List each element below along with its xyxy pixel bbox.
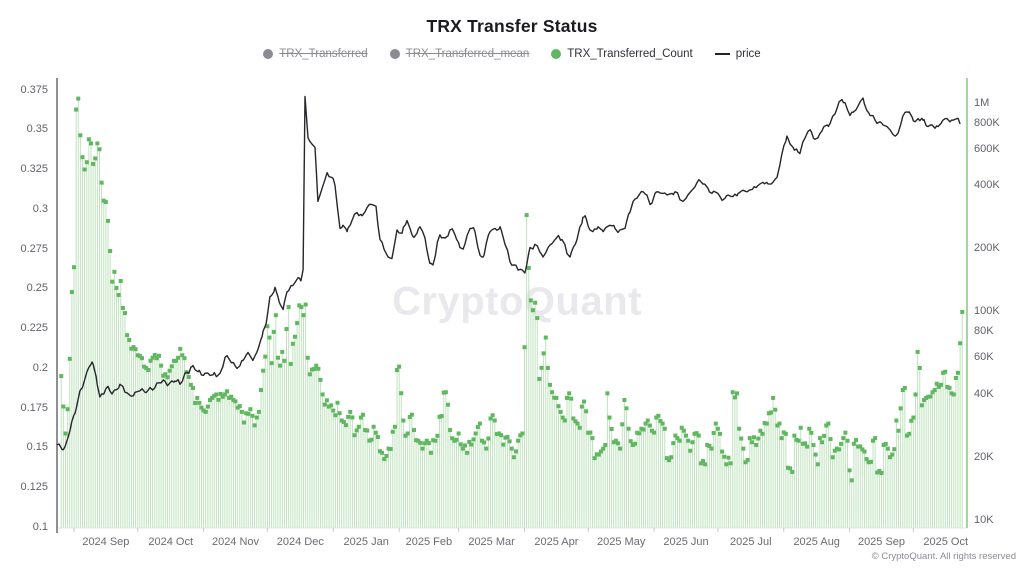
left-axis-tick: 0.3 (32, 202, 48, 215)
count-bars-series (60, 99, 963, 528)
x-axis-month-label: 2025 Apr (534, 536, 579, 548)
x-axis-month-label: 2025 Jul (730, 536, 772, 548)
legend-item-price[interactable]: price (714, 48, 761, 60)
right-axis-tick: 100K (974, 305, 1000, 317)
left-axis-tick: 0.25 (26, 282, 48, 295)
x-axis-month-label: 2025 May (597, 536, 646, 548)
x-axis-month-label: 2024 Nov (211, 536, 260, 548)
series-dot-icon (389, 49, 400, 59)
legend-label: TRX_Transferred (279, 48, 368, 60)
legend: TRX_Transferred TRX_Transferred_mean TRX_T… (0, 48, 1024, 60)
left-axis-tick: 0.175 (20, 401, 48, 414)
legend-item-trx_transferred_mean[interactable]: TRX_Transferred_mean (389, 48, 530, 60)
x-axis-month-label: 2025 Aug (793, 536, 840, 548)
count-markers (59, 96, 965, 483)
right-axis-tick: 800K (974, 116, 1000, 129)
legend-label: TRX_Transferred_Count (567, 48, 693, 60)
right-axis-tick: 600K (974, 142, 1000, 155)
x-axis-month-label: 2025 Jun (663, 536, 709, 548)
right-axis-tick: 10K (974, 513, 994, 526)
legend-item-trx_transferred[interactable]: TRX_Transferred (263, 48, 368, 60)
series-dot-icon (551, 49, 562, 59)
right-axis-tick: 1M (974, 96, 990, 109)
left-axis-tick: 0.125 (20, 481, 48, 494)
right-axis-tick: 400K (974, 179, 1000, 192)
price-dash-icon (714, 53, 730, 55)
x-axis-month-label: 2025 Feb (405, 536, 453, 548)
chart-title: TRX Transfer Status (426, 16, 598, 36)
axes-spines (56, 78, 968, 533)
copyright-note: © CryptoQuant. All rights reserved (871, 551, 1016, 562)
x-axis-month-label: 2024 Dec (276, 536, 324, 548)
right-axis-tick: 60K (974, 351, 994, 364)
left-axis-tick: 0.15 (26, 441, 48, 454)
right-axis-tick: 40K (974, 387, 994, 400)
price-line-series (56, 95, 961, 451)
right-axis-tick: 80K (974, 325, 994, 338)
left-axis-tick: 0.35 (26, 123, 48, 136)
x-axis-month-label: 2024 Oct (148, 536, 194, 548)
x-axis-month-label: 2025 Oct (923, 536, 969, 548)
x-axis-month-label: 2025 Jan (343, 536, 389, 548)
left-axis-tick: 0.375 (20, 83, 48, 96)
legend-item-trx_transferred_count[interactable]: TRX_Transferred_Count (551, 48, 693, 60)
left-axis-tick: 0.1 (32, 521, 48, 533)
right-axis-tick: 200K (974, 242, 1000, 255)
x-axis-month-label: 2025 Sep (857, 536, 906, 548)
left-axis-tick: 0.325 (20, 163, 48, 176)
x-axis-month-label: 2025 Mar (468, 536, 515, 548)
left-axis-tick: 0.225 (20, 322, 48, 335)
left-axis-tick: 0.275 (20, 242, 48, 255)
x-axis-month-label: 2024 Sep (82, 536, 130, 548)
series-dot-icon (263, 49, 274, 59)
left-axis-tick: 0.2 (32, 361, 48, 374)
legend-label: TRX_Transferred_mean (405, 48, 530, 60)
right-axis-tick: 20K (974, 450, 994, 463)
legend-label: price (735, 48, 761, 60)
